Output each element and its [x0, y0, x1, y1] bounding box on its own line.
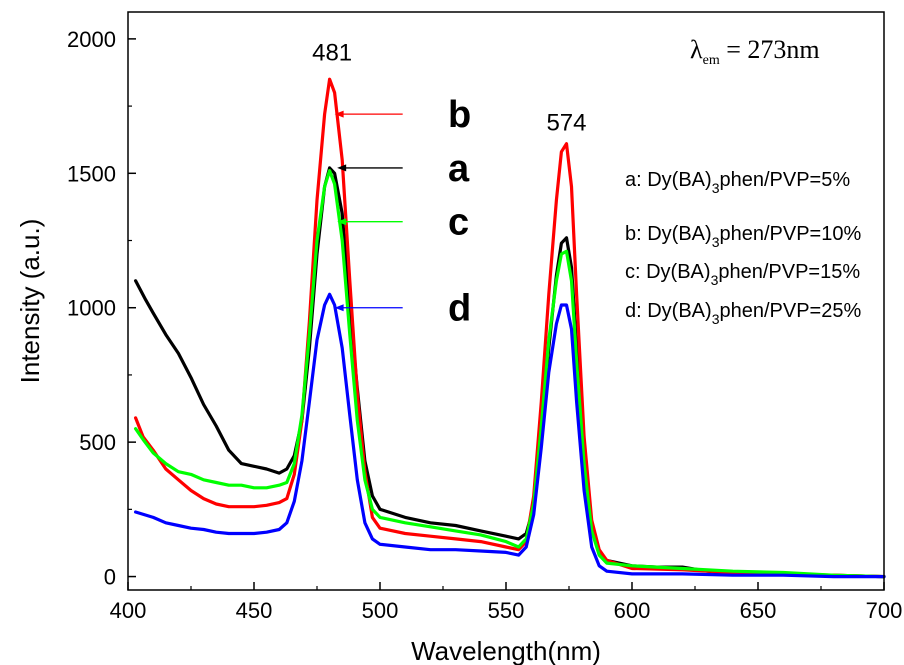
x-tick-label: 400 — [110, 598, 147, 623]
annotation-subscript: em — [703, 53, 720, 68]
annotation-value: = 273nm — [720, 35, 820, 64]
series-letter-b: b — [448, 94, 471, 136]
series-line-b — [134, 77, 886, 579]
series-line-c — [134, 169, 886, 579]
legend-entry-c: c: Dy(BA)3phen/PVP=15% — [625, 261, 860, 288]
series-letters: ab c d — [448, 94, 471, 330]
axis-layer: 400 450 500 550 600 650 700 0 500 1000 1500 2000 — [67, 27, 902, 623]
series-line-d — [134, 292, 886, 579]
x-tick-label: 550 — [488, 598, 525, 623]
arrow-layer — [334, 110, 403, 312]
y-tick-label: 0 — [104, 565, 116, 590]
x-tick-label: 600 — [614, 598, 651, 623]
legend-entry-d: d: Dy(BA)3phen/PVP=25% — [625, 300, 861, 327]
peak-label: 481 — [312, 39, 352, 66]
x-tick-label: 700 — [866, 598, 903, 623]
y-axis-title: Intensity (a.u.) — [15, 219, 45, 384]
series-letter-d: d — [448, 288, 471, 330]
peak-label: 574 — [546, 109, 586, 136]
excitation-annotation: λem = 273nm — [690, 35, 820, 68]
peak-labels: 481 574 — [312, 39, 586, 136]
arrow-c — [337, 218, 403, 226]
x-tick-label: 650 — [740, 598, 777, 623]
y-tick-label: 2000 — [67, 27, 116, 52]
series-letter-c: c — [448, 202, 469, 244]
x-tick-label: 500 — [362, 598, 399, 623]
legend-entry-b: b: Dy(BA)3phen/PVP=10% — [625, 223, 861, 250]
annotation-symbol: λ — [690, 35, 703, 64]
arrow-b — [334, 110, 403, 118]
y-tick-label: 1000 — [67, 296, 116, 321]
series-layer — [134, 77, 886, 579]
legend: a: Dy(BA)3phen/PVP=5% b: Dy(BA)3phen/PVP… — [625, 169, 861, 327]
x-axis-title: Wavelength(nm) — [411, 636, 601, 665]
arrow-d — [334, 304, 403, 312]
x-tick-label: 450 — [236, 598, 273, 623]
y-tick-label: 500 — [79, 430, 116, 455]
y-tick-label: 1500 — [67, 161, 116, 186]
series-letter-a: a — [448, 148, 470, 190]
legend-entry-a: a: Dy(BA)3phen/PVP=5% — [625, 169, 850, 196]
arrow-a — [337, 164, 403, 172]
